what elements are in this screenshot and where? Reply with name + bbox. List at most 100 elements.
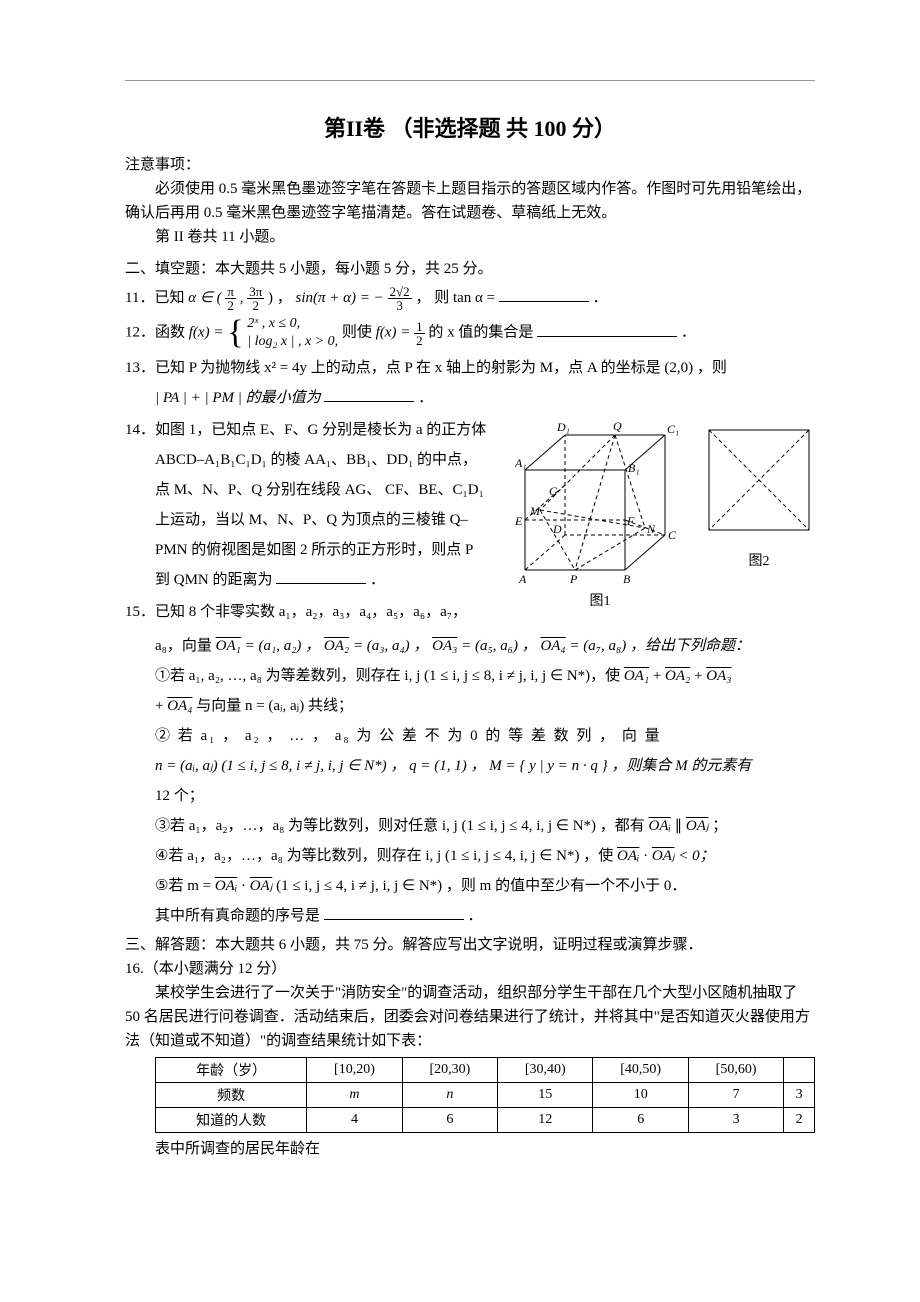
- question-14: 14．如图 1，已知点 E、F、G 分别是棱长为 a 的正方体 ABCD–A₁B…: [125, 415, 815, 595]
- question-16-p1: 某校学生会进行了一次关于"消防安全"的调查活动，组织部分学生干部在几个大型小区随…: [125, 981, 815, 1053]
- q15-c1a: ①若 a₁, a₂, …, a₈ 为等差数列，则存在 i, j (1 ≤ i, …: [155, 668, 624, 684]
- question-14-block: A B C D A₁ B₁ C₁ D₁ E F G M N P Q 图1: [125, 415, 815, 931]
- question-12: 12．函数 f(x) = { 2ˣ , x ≤ 0, | log₂ x | , …: [125, 315, 815, 351]
- q13-a: 13．已知 P 为抛物线 x² = 4y 上的动点，点 P 在 x 轴上的射影为…: [125, 360, 727, 376]
- q15-eq4: = (a₇, a₈) ，给出下列命题：: [569, 638, 750, 654]
- vec-oai-3: OAᵢ: [649, 818, 671, 834]
- q15-c2a: ② 若 a₁ ， a₂ ， … ， a₈ 为 公 差 不 为 0 的 等 差 数…: [155, 728, 662, 744]
- q12-blank: [537, 321, 677, 337]
- table-header: 年龄（岁）: [156, 1058, 307, 1083]
- table-row: 频数 m n 15 10 7 3: [156, 1083, 815, 1108]
- vec-oaj-5: OAⱼ: [250, 878, 273, 894]
- question-15: 15．已知 8 个非零实数 a₁，a₂，a₃，a₄，a₅，a₆，a₇，: [125, 597, 815, 627]
- q13-blank: [324, 386, 414, 402]
- q14-l1: 14．如图 1，已知点 E、F、G 分别是棱长为 a 的正方体: [125, 422, 486, 438]
- q15-c3a: ③若 a₁，a₂，…，a₈ 为等比数列，则对任意 i, j (1 ≤ i, j …: [155, 818, 649, 834]
- table-cell: n: [402, 1083, 497, 1108]
- top-rule: [125, 80, 815, 81]
- survey-table: 年龄（岁） [10,20) [20,30) [30,40) [40,50) [5…: [155, 1057, 815, 1133]
- table-row: 知道的人数 4 6 12 6 3 2: [156, 1108, 815, 1133]
- q12-fx: f(x) =: [189, 325, 227, 341]
- table-header: [50,60): [688, 1058, 783, 1083]
- brace-icon: {: [227, 316, 243, 350]
- q15-period: ．: [468, 908, 483, 924]
- page-title: 第II卷 （非选择题 共 100 分）: [125, 111, 815, 143]
- q15-eq3: = (a₅, a₆) ，: [461, 638, 537, 654]
- frac-2r2-3: 2√23: [388, 285, 412, 312]
- vec-oa3: OA₃: [432, 638, 457, 654]
- q14-l3: 点 M、N、P、Q 分别在线段 AG、 CF、BE、C₁D₁: [155, 482, 484, 498]
- vec-oai-5: OAᵢ: [215, 878, 237, 894]
- q15-l2a: a₈，向量: [155, 638, 216, 654]
- q14-blank: [276, 568, 366, 584]
- notice-line-1: 必须使用 0.5 毫米黑色墨迹签字笔在答题卡上题目指示的答题区域内作答。作图时可…: [125, 177, 815, 225]
- q15-c5c: (1 ≤ i, j ≤ 4, i ≠ j, i, j ∈ N*) ，则 m 的值…: [276, 878, 686, 894]
- q12-period: ．: [681, 325, 696, 341]
- q13-b: | PA | + | PM | 的最小值为: [155, 390, 321, 406]
- q15-c4c: < 0；: [678, 848, 714, 864]
- table-cell: 3: [784, 1083, 815, 1108]
- vec-oa1: OA₁: [216, 638, 241, 654]
- question-11: 11．已知 α ∈ ( π2 , 3π2 ) ， sin(π + α) = − …: [125, 283, 815, 313]
- q11-blank: [499, 286, 589, 302]
- frac-half: 12: [414, 320, 425, 347]
- q15-tail: 其中所有真命题的序号是: [155, 908, 320, 924]
- section-3-header: 三、解答题：本大题共 6 小题，共 75 分。解答应写出文字说明，证明过程或演算…: [125, 933, 815, 957]
- vec-oa4: OA₄: [540, 638, 565, 654]
- q15-c4a: ④若 a₁，a₂，…，a₈ 为等比数列，则存在 i, j (1 ≤ i, j ≤…: [155, 848, 617, 864]
- table-cell: 知道的人数: [156, 1108, 307, 1133]
- q12-case-2: | log₂ x | , x > 0,: [247, 334, 338, 349]
- vec-oai-4: OAᵢ: [617, 848, 639, 864]
- section-2-header: 二、填空题：本大题共 5 小题，每小题 5 分，共 25 分。: [125, 257, 815, 281]
- vec-oaj-3: OAⱼ: [686, 818, 709, 834]
- table-cell: 12: [498, 1108, 593, 1133]
- q12-mid: 则使: [342, 325, 376, 341]
- notice-header: 注意事项：: [125, 153, 815, 177]
- q14-l2: ABCD–A₁B₁C₁D₁ 的棱 AA₁、BB₁、DD₁ 的中点，: [155, 452, 477, 468]
- q15-c5b: ·: [241, 878, 250, 894]
- q15-c3b: ∥: [675, 818, 686, 834]
- q11-period: ．: [593, 290, 608, 306]
- q15-blank: [324, 904, 464, 920]
- table-cell: 4: [307, 1108, 402, 1133]
- table-cell: 频数: [156, 1083, 307, 1108]
- q14-l4: 上运动，当以 M、N、P、Q 为顶点的三棱锥 Q–: [155, 512, 468, 528]
- q11-alpha-in: α ∈ (: [188, 290, 221, 306]
- table-cell: 7: [688, 1083, 783, 1108]
- q14-period: ．: [370, 572, 385, 588]
- q12-post: 的 x 值的集合是: [428, 325, 533, 341]
- q15-c3c: ；: [712, 818, 727, 834]
- question-16-head: 16.（本小题满分 12 分）: [125, 957, 815, 981]
- frac-pi-2: π2: [225, 285, 236, 312]
- q15-c4b: ·: [643, 848, 652, 864]
- table-header: [30,40): [498, 1058, 593, 1083]
- q15-c5a: ⑤若 m =: [155, 878, 215, 894]
- table-cell: 6: [593, 1108, 688, 1133]
- vec-oa2: OA₂: [324, 638, 349, 654]
- q15-c1c: 与向量 n = (aᵢ, aⱼ) 共线；: [196, 698, 353, 714]
- q14-l6: 到 QMN 的距离为: [155, 572, 273, 588]
- table-cell: 6: [402, 1108, 497, 1133]
- question-13: 13．已知 P 为抛物线 x² = 4y 上的动点，点 P 在 x 轴上的射影为…: [125, 353, 815, 413]
- q11-post: ， 则 tan α =: [415, 290, 498, 306]
- vec-oaj-4: OAⱼ: [652, 848, 675, 864]
- q15-c2b: n = (aᵢ, aⱼ) (1 ≤ i, j ≤ 8, i ≠ j, i, j …: [155, 758, 751, 774]
- q12-case-1: 2ˣ , x ≤ 0,: [247, 316, 300, 331]
- q11-text-pre: 11．已知: [125, 290, 188, 306]
- table-header-row: 年龄（岁） [10,20) [20,30) [30,40) [40,50) [5…: [156, 1058, 815, 1083]
- table-cell: 2: [784, 1108, 815, 1133]
- q12-pre: 12．函数: [125, 325, 189, 341]
- question-15-body: a₈，向量 OA₁ = (a₁, a₂) ， OA₂ = (a₃, a₄) ， …: [125, 631, 815, 931]
- table-cell: 3: [688, 1108, 783, 1133]
- q15-c2c: 12 个；: [155, 788, 204, 804]
- notice-line-2: 第 II 卷共 11 小题。: [125, 225, 815, 249]
- table-header: [784, 1058, 815, 1083]
- exam-page: 第II卷 （非选择题 共 100 分） 注意事项： 必须使用 0.5 毫米黑色墨…: [0, 0, 920, 1302]
- table-header: [10,20): [307, 1058, 402, 1083]
- q13-period: ．: [418, 390, 433, 406]
- q12-fxeq: f(x) =: [376, 325, 414, 341]
- q12-piecewise: { 2ˣ , x ≤ 0, | log₂ x | , x > 0,: [227, 315, 338, 351]
- table-header: [40,50): [593, 1058, 688, 1083]
- q15-eq1: = (a₁, a₂) ，: [245, 638, 321, 654]
- table-cell: 10: [593, 1083, 688, 1108]
